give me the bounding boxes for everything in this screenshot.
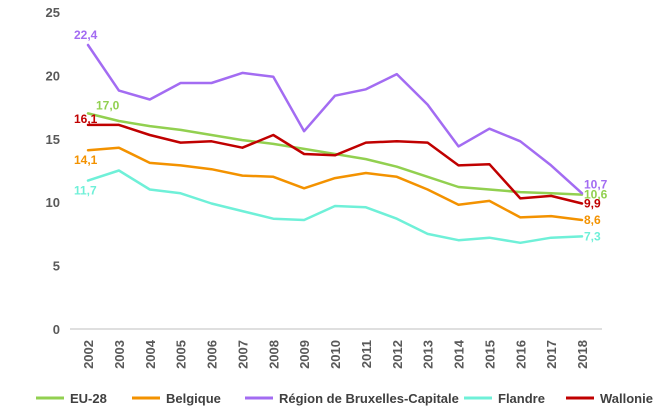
- x-tick-label: 2008: [266, 340, 281, 369]
- x-tick-label: 2014: [452, 339, 467, 369]
- y-tick-label: 0: [53, 322, 60, 337]
- x-tick-label: 2011: [359, 340, 374, 368]
- series-lines: [86, 43, 584, 245]
- data-label-belgique: 14,1: [74, 153, 98, 167]
- y-tick-label: 20: [46, 68, 60, 83]
- x-tick-label: 2004: [143, 339, 158, 369]
- x-tick-label: 2018: [575, 340, 590, 369]
- legend-label-region-de-bruxelles-capitale: Région de Bruxelles-Capitale: [279, 391, 459, 406]
- series-line-region-de-bruxelles-capitale: [86, 43, 584, 195]
- y-tick-label: 5: [53, 259, 60, 274]
- y-tick-label: 15: [46, 132, 60, 147]
- data-labels: 17,0 10,6 14,1 8,6 22,4 10,7 11,7 7,3 16,1 9,9: [74, 28, 608, 243]
- x-tick-label: 2010: [328, 340, 343, 369]
- data-label-region-de-bruxelles-capitale: 22,4: [74, 28, 98, 42]
- x-tick-label: 2005: [174, 340, 189, 369]
- x-tick-label: 2016: [513, 340, 528, 369]
- x-tick-label: 2013: [421, 340, 436, 369]
- y-tick-label: 25: [46, 5, 60, 20]
- legend-label-belgique: Belgique: [166, 391, 221, 406]
- x-tick-label: 2017: [544, 340, 559, 369]
- y-tick-label: 10: [46, 195, 60, 210]
- x-tick-label: 2002: [81, 340, 96, 369]
- data-label-belgique: 8,6: [584, 213, 601, 227]
- legend-label-wallonie: Wallonie: [600, 391, 653, 406]
- data-label-wallonie: 16,1: [74, 112, 98, 126]
- x-axis: 2002 2003 2004 2005 2006 2007 2008 2009 2010 2011…: [70, 328, 602, 369]
- x-tick-label: 2003: [112, 340, 127, 369]
- series-line-flandre: [86, 169, 584, 245]
- y-axis: 0 5 10 15 20 25: [46, 5, 60, 337]
- legend-label-flandre: Flandre: [498, 391, 545, 406]
- x-tick-label: 2006: [205, 340, 220, 369]
- data-label-eu-28: 17,0: [96, 98, 120, 112]
- x-tick-label: 2007: [235, 340, 250, 369]
- data-label-flandre: 11,7: [74, 184, 97, 198]
- data-label-wallonie: 9,9: [584, 196, 601, 210]
- series-line-wallonie: [86, 123, 584, 205]
- x-tick-label: 2009: [297, 340, 312, 369]
- data-label-flandre: 7,3: [584, 229, 601, 243]
- legend: EU-28 Belgique Région de Bruxelles-Capital…: [36, 391, 653, 406]
- series-line-belgique: [86, 146, 584, 222]
- x-tick-label: 2012: [390, 340, 405, 369]
- data-label-eu-28: 10,6: [584, 188, 608, 202]
- data-label-region-de-bruxelles-capitale: 10,7: [584, 177, 608, 191]
- legend-label-eu-28: EU-28: [70, 391, 107, 406]
- x-tick-label: 2015: [482, 340, 497, 369]
